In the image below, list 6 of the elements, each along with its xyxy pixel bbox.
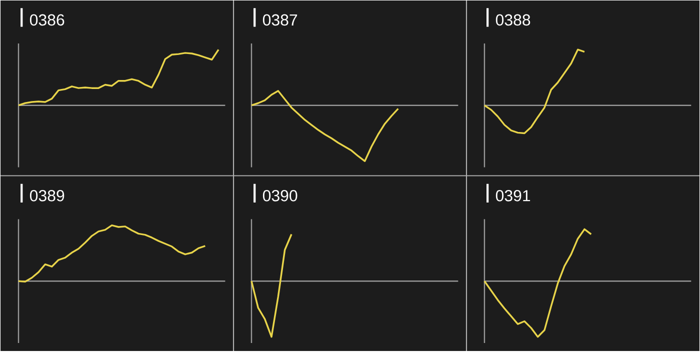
- chart-title: 0386: [30, 14, 64, 26]
- chart-title: 0388: [496, 14, 530, 26]
- chart-title: 0387: [262, 14, 298, 26]
- chart-title: 0391: [496, 190, 530, 202]
- chart-title: 0390: [262, 190, 298, 202]
- chart-title: 0389: [30, 190, 64, 202]
